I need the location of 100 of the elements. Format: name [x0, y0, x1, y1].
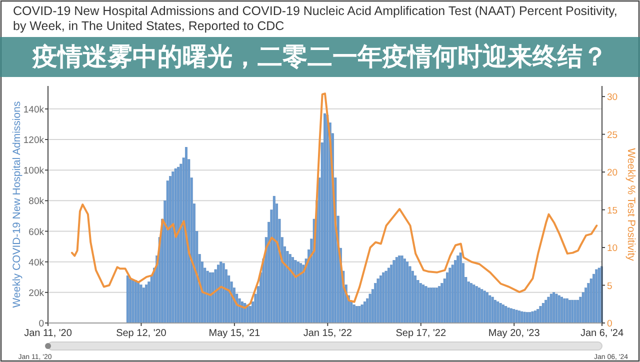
bar	[435, 288, 438, 324]
bar	[483, 290, 486, 324]
bar	[222, 263, 225, 324]
bar	[142, 288, 145, 324]
x-tick-label: May 20, '23	[488, 328, 540, 339]
bar	[526, 312, 528, 324]
bar	[544, 300, 548, 324]
bar	[419, 283, 422, 324]
bar	[595, 269, 598, 324]
bar	[459, 252, 462, 324]
y-tick-label: 100k	[23, 166, 44, 177]
x-tick-label: May 15, '21	[208, 328, 261, 339]
bar	[576, 300, 579, 324]
y-tick-label: 120k	[23, 135, 44, 146]
bar	[438, 286, 440, 324]
bar	[542, 303, 544, 324]
y-axis-title: Weekly COVID-19 New Hospital Admissions	[11, 101, 23, 308]
x-tick-label: Jan 11, '20	[24, 328, 72, 339]
x-tick-label: Sep 12, '20	[116, 328, 167, 339]
y-tick-label: 60k	[28, 226, 44, 238]
bar	[358, 306, 361, 324]
y2-tick-label: 5	[607, 280, 612, 292]
bar	[376, 278, 380, 324]
text: 疫情迷雾中的曙光，二零二一年疫情何时迎来终结？	[31, 41, 608, 73]
bar	[272, 196, 276, 324]
bar	[132, 280, 134, 324]
bar	[432, 288, 436, 324]
bar	[220, 262, 222, 324]
bar	[550, 294, 552, 324]
bar	[294, 260, 297, 324]
bar	[555, 294, 558, 324]
bar	[510, 308, 512, 324]
bar	[470, 283, 472, 324]
bar	[430, 288, 432, 324]
bar	[560, 296, 564, 324]
bar	[356, 306, 358, 324]
bar	[140, 284, 142, 324]
bar	[496, 301, 500, 324]
y2-axis-title: Weekly % Test Positivity	[625, 148, 637, 262]
bar	[536, 309, 540, 324]
bar	[515, 310, 518, 324]
bar	[502, 304, 504, 324]
bar	[486, 292, 488, 324]
bar	[145, 284, 148, 324]
bar	[574, 300, 576, 324]
bar	[547, 296, 550, 324]
bar	[422, 284, 425, 324]
bar	[217, 264, 220, 324]
bar	[568, 300, 571, 324]
bar	[531, 311, 534, 324]
bar	[494, 300, 496, 324]
bar	[384, 270, 388, 324]
bar	[427, 288, 430, 324]
bar	[172, 172, 174, 324]
bar	[558, 295, 560, 324]
y-tick-label: 140k	[23, 104, 44, 116]
bar	[475, 286, 478, 324]
bar	[126, 275, 129, 324]
bar	[174, 168, 177, 324]
bar	[392, 260, 396, 324]
y2-tick-label: 15	[607, 205, 618, 216]
bar	[480, 289, 484, 324]
bar	[134, 280, 137, 324]
bar	[288, 254, 292, 324]
bar	[360, 304, 364, 324]
bar	[499, 303, 502, 324]
y2-tick-label: 25	[607, 130, 618, 141]
bar	[185, 147, 188, 324]
y-tick-label: 20k	[28, 288, 44, 299]
bar	[387, 268, 390, 324]
bar	[209, 272, 212, 324]
y-tick-label: 0	[38, 318, 44, 330]
bar	[472, 284, 476, 324]
bar	[363, 301, 366, 324]
y2-tick-label: 0	[607, 318, 612, 330]
y2-tick-label: 10	[607, 243, 618, 254]
bar	[324, 113, 326, 324]
bar	[563, 298, 566, 324]
bar	[424, 286, 428, 324]
y-tick-label: 80k	[28, 196, 44, 208]
x-tick-label: Sep 17, '22	[396, 328, 446, 339]
bar	[448, 268, 452, 324]
y2-tick-label: 30	[607, 92, 618, 104]
bar	[528, 312, 532, 324]
bar	[400, 256, 404, 324]
bar	[491, 296, 494, 324]
bar	[326, 114, 329, 324]
bar	[177, 166, 180, 324]
bar	[539, 306, 542, 324]
bar	[504, 306, 508, 324]
y-tick-label: 40k	[28, 257, 44, 268]
bar	[206, 270, 209, 324]
bar	[406, 262, 409, 324]
bar	[398, 256, 401, 324]
bar	[352, 304, 356, 324]
bar	[488, 295, 492, 324]
bar	[598, 268, 600, 324]
bar	[212, 272, 214, 324]
bar	[478, 288, 480, 324]
bar	[534, 310, 536, 324]
